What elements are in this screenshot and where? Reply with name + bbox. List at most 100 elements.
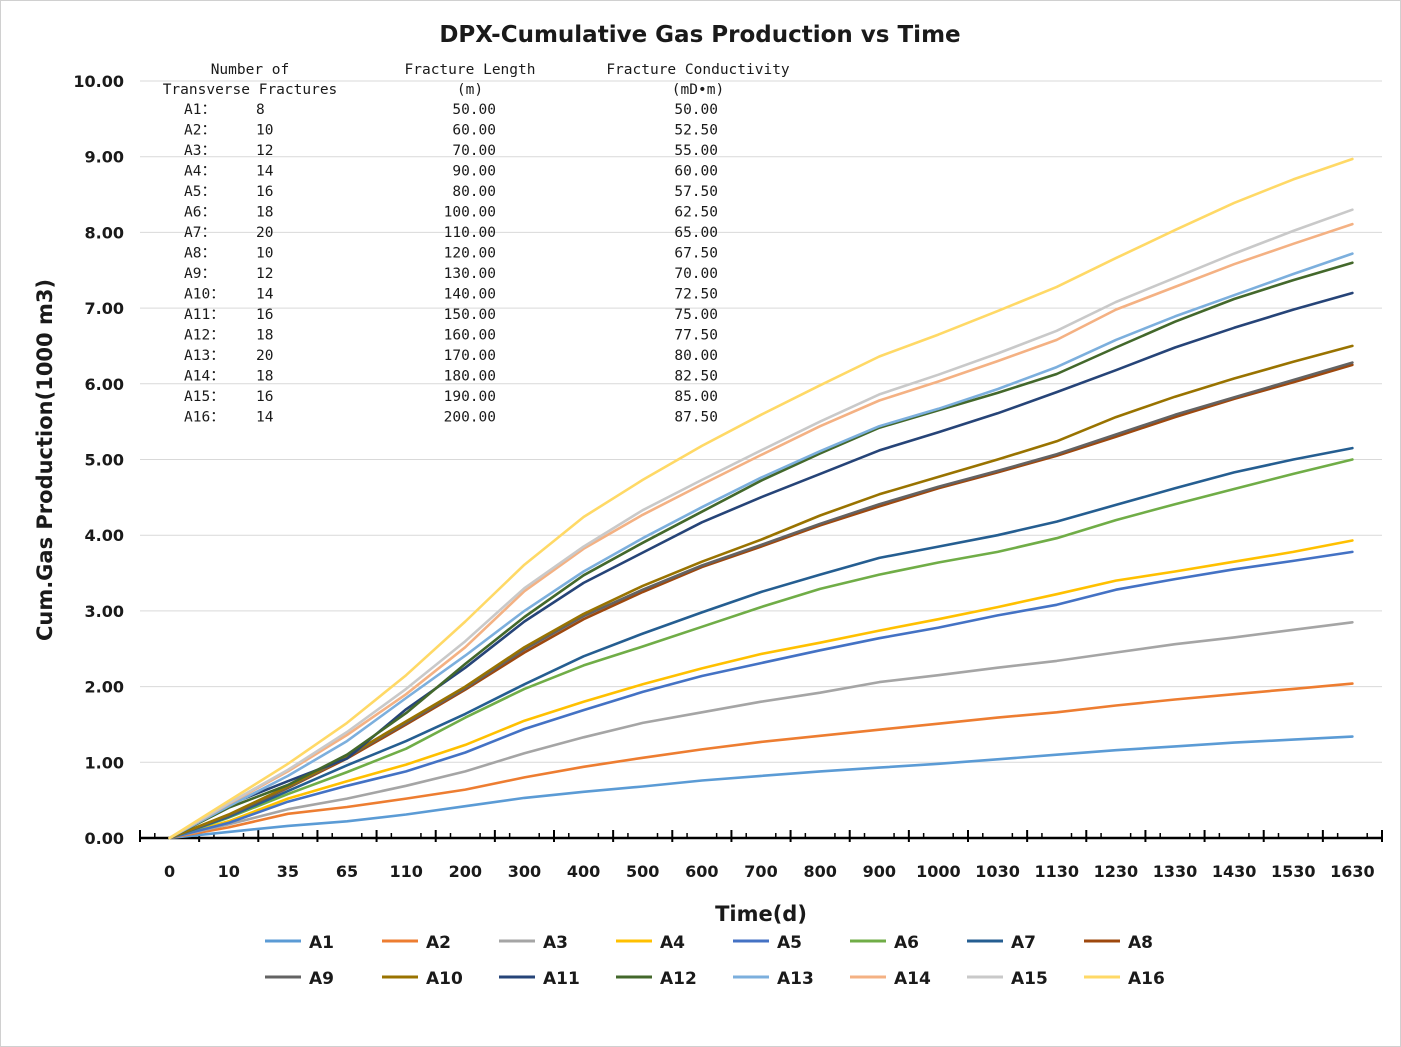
- x-tick-label: 1000: [916, 862, 961, 881]
- x-tick-label: 0: [164, 862, 175, 881]
- x-tick-label: 900: [863, 862, 896, 881]
- table-cell: A11：: [184, 307, 225, 323]
- table-cell: 80.00: [674, 348, 718, 364]
- x-tick-label: 110: [389, 862, 422, 881]
- x-axis-label: Time(d): [715, 902, 807, 926]
- table-cell: 8: [256, 102, 265, 118]
- y-axis-ticks: 0.00 1.00 2.00 3.00 4.00 5.00 6.00 7.00 8.00 9.00…: [73, 72, 124, 848]
- x-tick-label: 1230: [1094, 862, 1139, 881]
- table-cell: 52.50: [674, 123, 718, 139]
- table-cell: 55.00: [674, 143, 718, 159]
- x-tick-label: 1630: [1330, 862, 1375, 881]
- series-line-a12: [168, 261, 1354, 840]
- table-header: Fracture Length: [405, 62, 536, 78]
- table-cell: 14: [256, 287, 274, 303]
- legend-label: A8: [1128, 933, 1153, 953]
- table-header: Transverse Fractures: [163, 82, 338, 98]
- x-tick-label: 10: [218, 862, 240, 881]
- legend-label: A15: [1011, 969, 1048, 989]
- table-header: (m): [457, 82, 483, 98]
- table-cell: 100.00: [444, 205, 496, 221]
- y-tick-label: 6.00: [85, 375, 124, 394]
- legend-label: A6: [894, 933, 919, 953]
- series-line-a5: [168, 550, 1354, 840]
- y-axis-label: Cum.Gas Production(1000 m3): [33, 279, 57, 641]
- legend-label: A16: [1128, 969, 1165, 989]
- table-header: Number of: [211, 62, 290, 78]
- table-cell: 180.00: [444, 369, 496, 385]
- table-cell: 140.00: [444, 287, 496, 303]
- table-cell: A9：: [184, 266, 216, 282]
- series-line-a7: [168, 446, 1354, 840]
- y-tick-label: 5.00: [85, 451, 124, 470]
- table-cell: 50.00: [452, 102, 496, 118]
- legend-label: A10: [426, 969, 463, 989]
- table-cell: 12: [256, 266, 273, 282]
- y-tick-label: 1.00: [85, 753, 124, 772]
- legend-label: A11: [543, 969, 580, 989]
- y-tick-label: 8.00: [85, 223, 124, 242]
- table-cell: A8：: [184, 246, 216, 262]
- table-cell: 190.00: [444, 389, 496, 405]
- legend-label: A1: [309, 933, 334, 953]
- table-cell: A13：: [184, 348, 225, 364]
- x-tick-label: 1530: [1271, 862, 1316, 881]
- table-header: (mD•m): [672, 82, 724, 98]
- series-line-a3: [168, 620, 1354, 840]
- x-tick-label: 1430: [1212, 862, 1257, 881]
- x-tick-label: 400: [567, 862, 600, 881]
- table-cell: A14：: [184, 369, 225, 385]
- table-cell: A12：: [184, 328, 225, 344]
- series-line-a10: [168, 344, 1354, 840]
- x-tick-label: 800: [803, 862, 836, 881]
- legend-label: A13: [777, 969, 814, 989]
- table-cell: 12: [256, 143, 273, 159]
- y-tick-label: 2.00: [85, 678, 124, 697]
- chart-title: DPX-Cumulative Gas Production vs Time: [439, 22, 960, 48]
- table-cell: A5：: [184, 184, 216, 200]
- table-cell: 82.50: [674, 369, 718, 385]
- legend-label: A14: [894, 969, 931, 989]
- table-cell: 70.00: [452, 143, 496, 159]
- table-cell: 18: [256, 369, 273, 385]
- x-tick-label: 1130: [1034, 862, 1079, 881]
- legend-label: A7: [1011, 933, 1036, 953]
- x-tick-label: 600: [685, 862, 718, 881]
- table-cell: 60.00: [452, 123, 496, 139]
- gridlines: [140, 80, 1382, 763]
- table-cell: 60.00: [674, 164, 718, 180]
- y-tick-label: 7.00: [85, 299, 124, 318]
- legend-label: A2: [426, 933, 451, 953]
- table-cell: 18: [256, 205, 273, 221]
- series-line-a15: [168, 208, 1354, 840]
- table-cell: A6：: [184, 205, 216, 221]
- y-tick-label: 0.00: [85, 829, 124, 848]
- table-cell: 16: [256, 389, 273, 405]
- table-cell: 16: [256, 184, 273, 200]
- table-cell: 150.00: [444, 307, 496, 323]
- legend-label: A9: [309, 969, 334, 989]
- legend-label: A4: [660, 933, 685, 953]
- table-cell: 160.00: [444, 328, 496, 344]
- series-line-a6: [168, 458, 1354, 840]
- x-tick-label: 35: [277, 862, 299, 881]
- series-line-a14: [168, 222, 1354, 840]
- x-tick-label: 700: [744, 862, 777, 881]
- table-cell: 85.00: [674, 389, 718, 405]
- table-cell: 10: [256, 246, 273, 262]
- table-cell: 120.00: [444, 246, 496, 262]
- table-cell: 50.00: [674, 102, 718, 118]
- table-cell: A2：: [184, 123, 216, 139]
- y-tick-label: 3.00: [85, 602, 124, 621]
- x-tick-label: 200: [449, 862, 482, 881]
- table-cell: 170.00: [444, 348, 496, 364]
- table-cell: 14: [256, 410, 274, 426]
- legend-label: A3: [543, 933, 568, 953]
- table-cell: 200.00: [444, 410, 496, 426]
- y-tick-label: 9.00: [85, 148, 124, 167]
- table-cell: A16：: [184, 410, 225, 426]
- x-axis: 0 10 35 65 110 200 300 400 500 600 700 800 900 1000 10…: [139, 830, 1383, 881]
- table-cell: 20: [256, 348, 273, 364]
- x-tick-label: 1030: [975, 862, 1020, 881]
